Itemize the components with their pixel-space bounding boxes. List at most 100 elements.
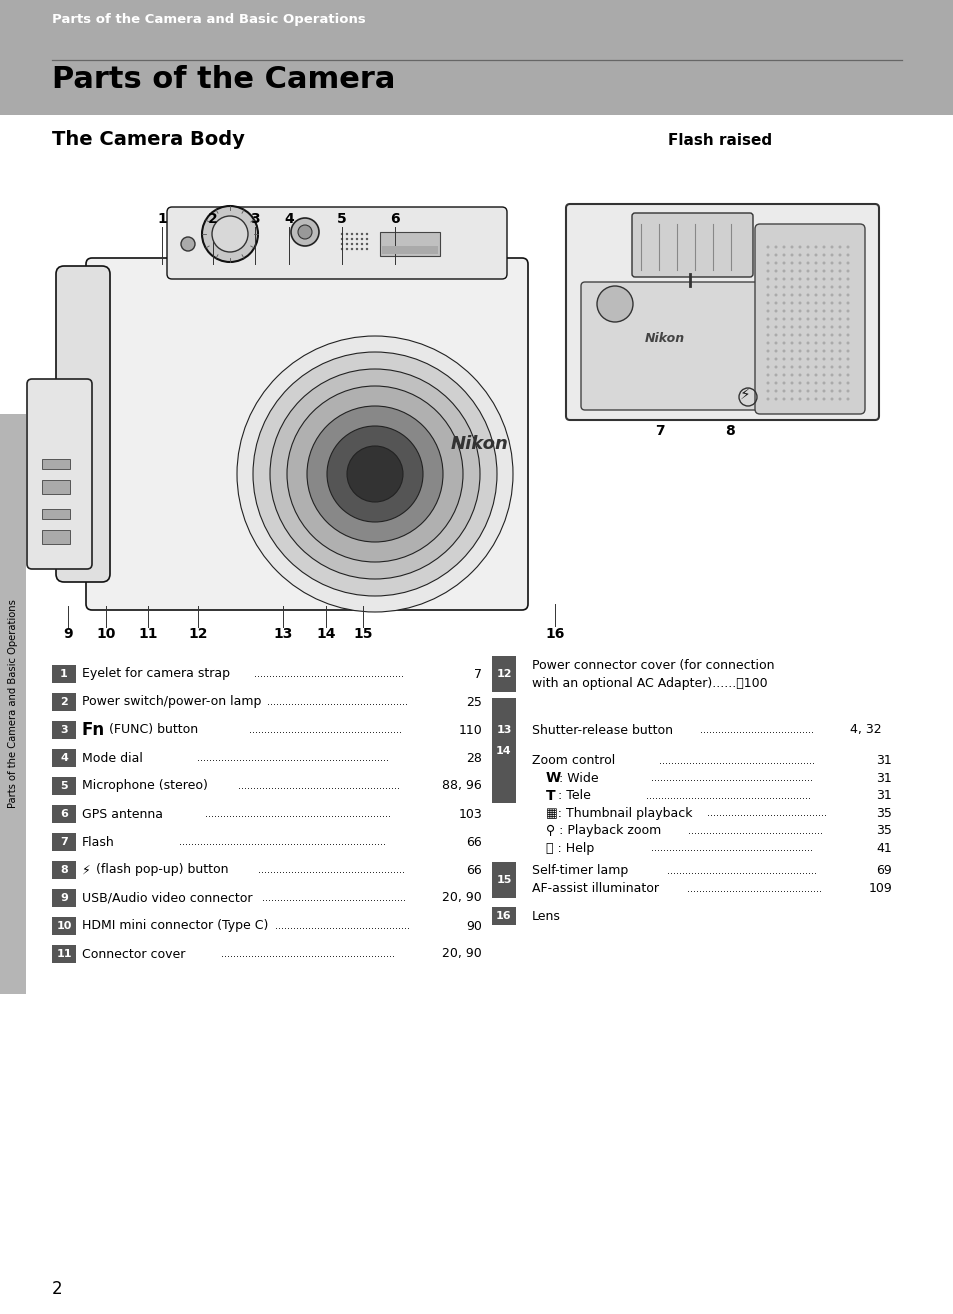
Circle shape [790,293,793,297]
Text: 12: 12 [188,627,208,641]
Circle shape [774,350,777,352]
Circle shape [805,261,809,264]
Bar [52,721,76,738]
Text: 90: 90 [466,920,481,933]
Circle shape [821,357,824,360]
Circle shape [845,310,848,313]
Circle shape [327,426,422,522]
Circle shape [774,365,777,368]
Circle shape [845,365,848,368]
Text: 8: 8 [724,424,734,438]
Text: 109: 109 [867,882,891,895]
Circle shape [838,254,841,256]
Text: Microphone (stereo): Microphone (stereo) [82,779,208,792]
Circle shape [814,301,817,305]
Text: (FUNC) button: (FUNC) button [105,724,198,737]
Circle shape [821,350,824,352]
Text: .............................................: ........................................… [274,921,410,932]
Text: ..................................................: ........................................… [254,669,404,679]
Text: 31: 31 [876,790,891,803]
Bar [492,721,516,738]
Text: 16: 16 [496,911,511,921]
Circle shape [805,326,809,328]
Circle shape [814,381,817,385]
Text: 10: 10 [96,627,115,641]
Circle shape [236,336,513,612]
Circle shape [790,301,793,305]
Circle shape [774,269,777,272]
Circle shape [838,350,841,352]
Text: The Camera Body: The Camera Body [52,130,245,148]
Circle shape [365,243,368,246]
Circle shape [345,243,348,246]
FancyBboxPatch shape [754,223,864,414]
Text: ..............................................................: ........................................… [205,809,391,819]
Text: 103: 103 [457,808,481,820]
Text: ..........................................................: ........................................… [221,949,395,959]
Circle shape [790,246,793,248]
Circle shape [814,277,817,280]
Circle shape [765,293,769,297]
Circle shape [781,277,784,280]
Text: Parts of the Camera and Basic Operations: Parts of the Camera and Basic Operations [52,13,365,26]
FancyBboxPatch shape [86,258,527,610]
Circle shape [814,373,817,377]
Bar [381,246,437,254]
Text: 35: 35 [875,824,891,837]
Text: AF-assist illuminator: AF-assist illuminator [532,882,659,895]
Circle shape [845,389,848,393]
Text: 16: 16 [545,627,564,641]
Circle shape [765,373,769,377]
Circle shape [781,350,784,352]
Circle shape [774,357,777,360]
Circle shape [845,350,848,352]
Circle shape [181,237,194,251]
Circle shape [830,285,833,289]
Circle shape [340,238,343,240]
Text: ⚲ : Playback zoom: ⚲ : Playback zoom [545,824,660,837]
Circle shape [798,261,801,264]
FancyBboxPatch shape [631,213,752,277]
Text: 13: 13 [496,725,511,735]
Circle shape [798,277,801,280]
Text: Nikon: Nikon [451,435,508,453]
Circle shape [814,350,817,352]
Circle shape [814,357,817,360]
Circle shape [781,301,784,305]
Circle shape [845,277,848,280]
Circle shape [774,373,777,377]
Bar [52,749,76,767]
Text: Power switch/power-on lamp: Power switch/power-on lamp [82,695,261,708]
Circle shape [821,334,824,336]
Circle shape [830,350,833,352]
Circle shape [830,342,833,344]
Circle shape [845,246,848,248]
Text: ........................................: ........................................ [706,808,826,819]
Circle shape [830,254,833,256]
Circle shape [814,310,817,313]
Circle shape [781,310,784,313]
Text: 41: 41 [876,842,891,855]
Text: .....................................................................: ........................................… [179,837,386,848]
Text: Shutter-release button: Shutter-release button [532,724,672,737]
Circle shape [830,277,833,280]
Text: ⚡: ⚡ [739,386,750,402]
Circle shape [365,233,368,235]
Circle shape [798,365,801,368]
Bar [492,907,516,925]
Circle shape [798,293,801,297]
Circle shape [781,326,784,328]
Text: 5: 5 [60,781,68,791]
Text: 15: 15 [496,875,511,884]
Circle shape [774,398,777,401]
Text: 8: 8 [60,865,68,875]
Text: 20, 90: 20, 90 [442,891,481,904]
Circle shape [790,326,793,328]
Text: GPS antenna: GPS antenna [82,808,163,820]
Circle shape [845,334,848,336]
Circle shape [821,342,824,344]
Circle shape [838,373,841,377]
Circle shape [781,381,784,385]
Circle shape [838,357,841,360]
Circle shape [798,381,801,385]
